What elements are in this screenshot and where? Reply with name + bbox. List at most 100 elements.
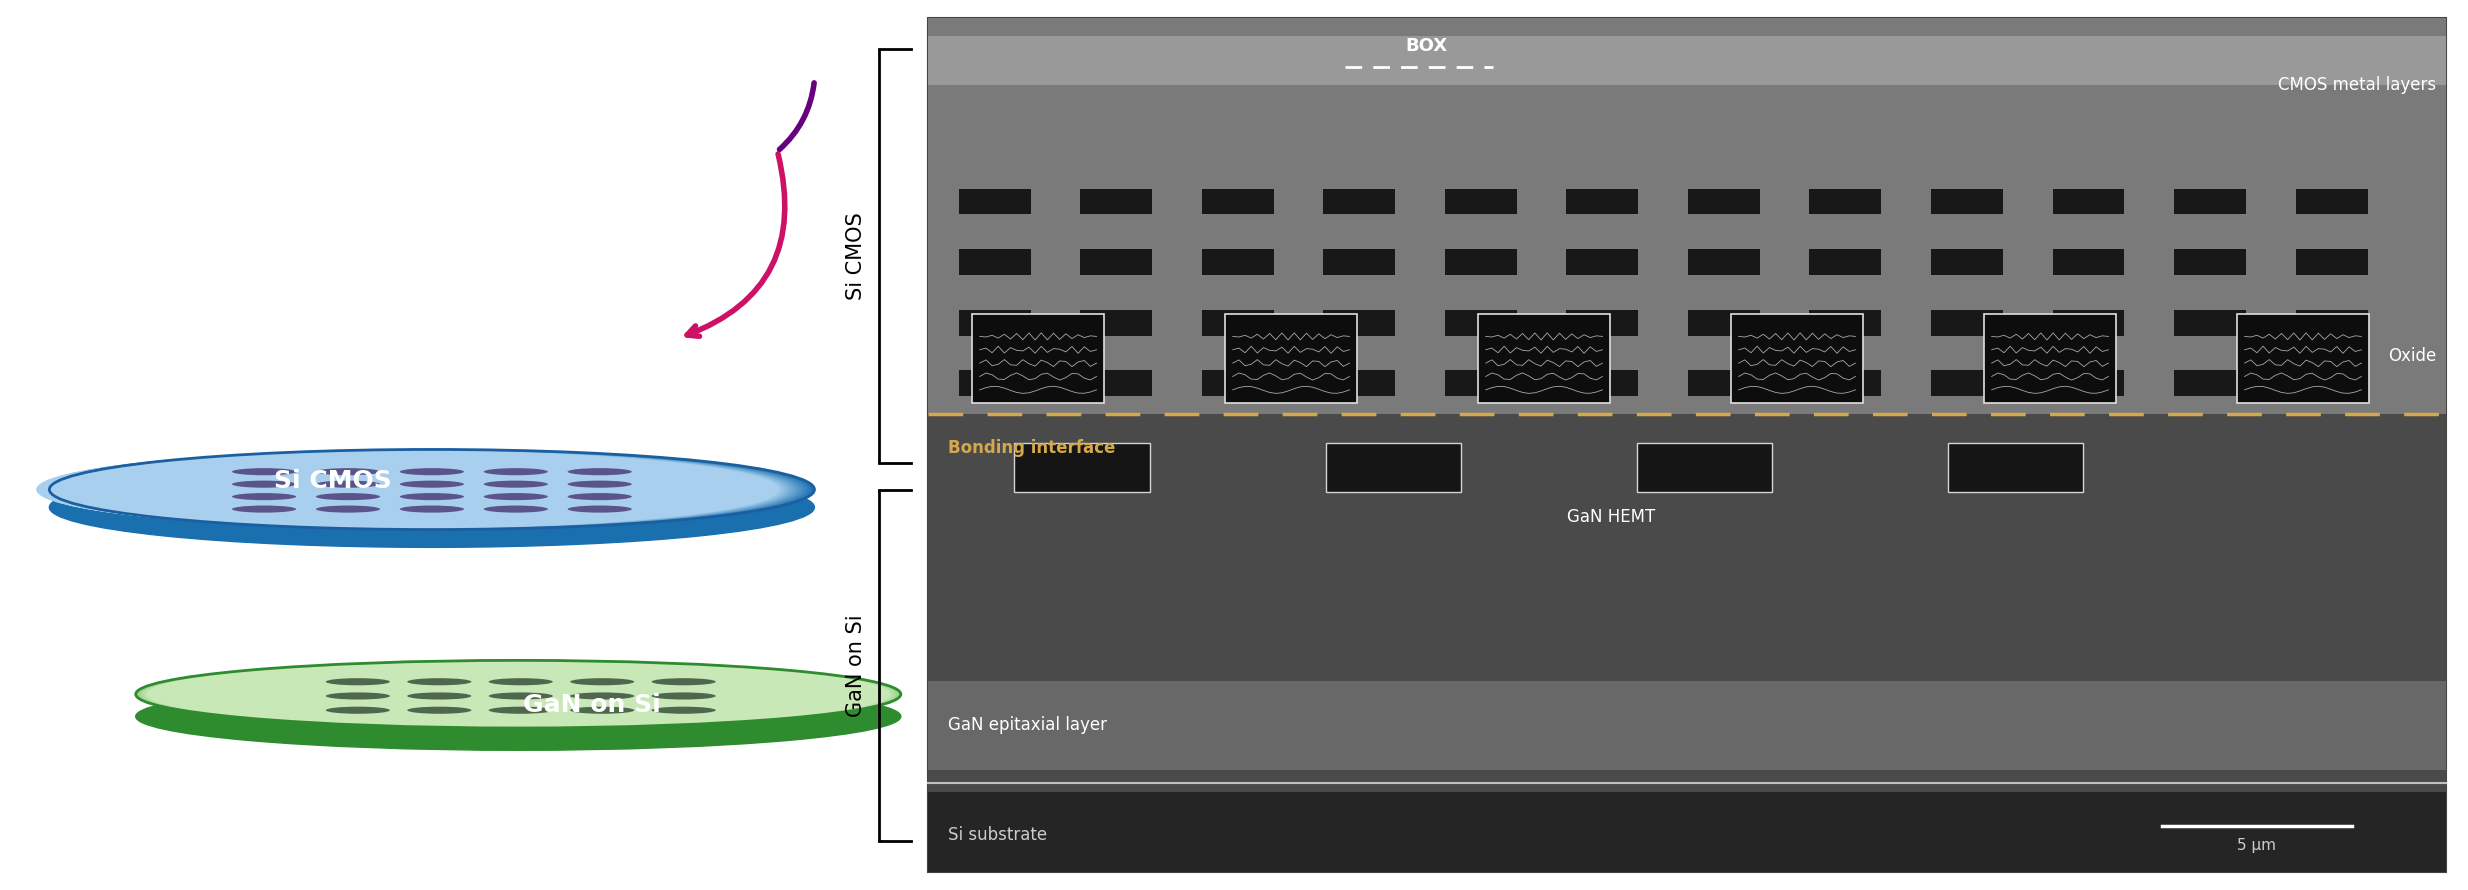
FancyBboxPatch shape	[1323, 369, 1394, 396]
FancyBboxPatch shape	[1444, 248, 1518, 275]
Ellipse shape	[407, 692, 471, 700]
Ellipse shape	[146, 661, 891, 727]
FancyBboxPatch shape	[1565, 369, 1639, 396]
Ellipse shape	[484, 468, 548, 475]
Text: Bonding interface: Bonding interface	[948, 439, 1116, 457]
FancyBboxPatch shape	[1984, 314, 2115, 403]
FancyBboxPatch shape	[1930, 309, 2004, 336]
Ellipse shape	[484, 481, 548, 488]
FancyBboxPatch shape	[928, 414, 2446, 872]
Ellipse shape	[484, 506, 548, 513]
Ellipse shape	[316, 481, 380, 488]
Ellipse shape	[232, 481, 296, 488]
FancyBboxPatch shape	[2295, 309, 2367, 336]
Ellipse shape	[49, 449, 812, 530]
Text: GaN HEMT: GaN HEMT	[1567, 508, 1656, 526]
Ellipse shape	[47, 449, 807, 530]
Ellipse shape	[146, 661, 891, 727]
Ellipse shape	[141, 660, 896, 728]
FancyBboxPatch shape	[1947, 443, 2083, 492]
FancyBboxPatch shape	[1686, 188, 1760, 214]
FancyBboxPatch shape	[1199, 369, 1273, 396]
Ellipse shape	[568, 493, 632, 500]
Ellipse shape	[138, 660, 898, 728]
Ellipse shape	[316, 493, 380, 500]
FancyBboxPatch shape	[1323, 309, 1394, 336]
Ellipse shape	[141, 661, 896, 727]
FancyBboxPatch shape	[1325, 443, 1461, 492]
FancyBboxPatch shape	[1199, 188, 1273, 214]
FancyBboxPatch shape	[1565, 188, 1639, 214]
Ellipse shape	[141, 661, 896, 727]
FancyBboxPatch shape	[1809, 248, 1881, 275]
Ellipse shape	[39, 450, 787, 529]
FancyBboxPatch shape	[2295, 188, 2367, 214]
Ellipse shape	[232, 468, 296, 475]
FancyBboxPatch shape	[1199, 248, 1273, 275]
Ellipse shape	[652, 692, 716, 700]
Ellipse shape	[326, 707, 390, 714]
Ellipse shape	[138, 660, 898, 728]
FancyBboxPatch shape	[2172, 248, 2246, 275]
Ellipse shape	[400, 468, 464, 475]
FancyBboxPatch shape	[1014, 443, 1150, 492]
Ellipse shape	[143, 661, 893, 727]
FancyBboxPatch shape	[1930, 188, 2004, 214]
FancyBboxPatch shape	[928, 36, 2446, 85]
Ellipse shape	[400, 506, 464, 513]
Text: BOX: BOX	[1404, 37, 1449, 55]
FancyBboxPatch shape	[1686, 309, 1760, 336]
Text: Si CMOS: Si CMOS	[274, 470, 392, 493]
Ellipse shape	[316, 506, 380, 513]
Ellipse shape	[143, 661, 893, 727]
Ellipse shape	[316, 468, 380, 475]
Text: GaN on Si: GaN on Si	[523, 693, 661, 717]
Ellipse shape	[47, 449, 805, 530]
FancyArrowPatch shape	[780, 83, 814, 150]
Text: GaN on Si: GaN on Si	[847, 614, 866, 716]
Ellipse shape	[570, 678, 634, 685]
FancyBboxPatch shape	[1444, 188, 1518, 214]
Ellipse shape	[400, 481, 464, 488]
Ellipse shape	[146, 661, 891, 727]
FancyBboxPatch shape	[928, 792, 2446, 872]
FancyBboxPatch shape	[958, 188, 1032, 214]
Text: Si substrate: Si substrate	[948, 826, 1046, 844]
Ellipse shape	[652, 678, 716, 685]
FancyBboxPatch shape	[1565, 309, 1639, 336]
Ellipse shape	[143, 661, 893, 727]
Ellipse shape	[326, 678, 390, 685]
FancyBboxPatch shape	[958, 248, 1032, 275]
Ellipse shape	[138, 660, 898, 728]
FancyBboxPatch shape	[1079, 188, 1153, 214]
FancyBboxPatch shape	[928, 681, 2446, 770]
Ellipse shape	[570, 692, 634, 700]
Ellipse shape	[407, 678, 471, 685]
Ellipse shape	[148, 661, 888, 727]
Text: CMOS metal layers: CMOS metal layers	[2278, 76, 2436, 93]
Ellipse shape	[143, 661, 893, 727]
Ellipse shape	[47, 449, 810, 530]
Ellipse shape	[570, 707, 634, 714]
Ellipse shape	[37, 450, 780, 529]
Ellipse shape	[489, 692, 553, 700]
Ellipse shape	[42, 450, 792, 529]
FancyBboxPatch shape	[2051, 309, 2125, 336]
FancyBboxPatch shape	[1444, 369, 1518, 396]
FancyBboxPatch shape	[2295, 369, 2367, 396]
Ellipse shape	[136, 683, 901, 750]
FancyBboxPatch shape	[1809, 369, 1881, 396]
Ellipse shape	[138, 660, 898, 728]
FancyBboxPatch shape	[1733, 314, 1863, 403]
FancyBboxPatch shape	[928, 18, 2446, 414]
FancyBboxPatch shape	[958, 369, 1032, 396]
FancyBboxPatch shape	[2172, 369, 2246, 396]
FancyBboxPatch shape	[928, 18, 2446, 872]
Ellipse shape	[42, 450, 792, 529]
FancyBboxPatch shape	[2172, 309, 2246, 336]
Ellipse shape	[489, 678, 553, 685]
Ellipse shape	[232, 506, 296, 513]
Ellipse shape	[484, 493, 548, 500]
Ellipse shape	[652, 707, 716, 714]
FancyBboxPatch shape	[1079, 248, 1153, 275]
